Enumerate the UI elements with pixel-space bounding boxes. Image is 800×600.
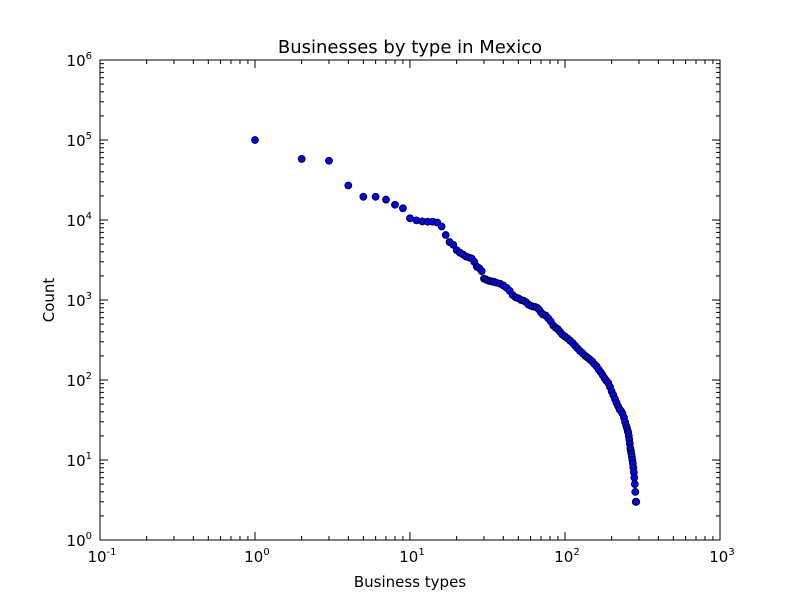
y-tick-label: 103: [67, 291, 92, 310]
data-point: [406, 214, 414, 223]
data-point: [449, 240, 458, 249]
x-tick-label: 103: [709, 547, 734, 566]
x-tick-base: 10: [244, 548, 263, 566]
x-tick-label: 101: [399, 547, 424, 566]
data-point: [251, 136, 259, 144]
plot-area-frame: [99, 59, 721, 541]
y-tick-base: 10: [67, 212, 86, 230]
y-tick-exponent: 2: [86, 371, 92, 382]
y-tick-base: 10: [67, 132, 86, 150]
data-point: [344, 181, 353, 190]
x-tick-exponent: -1: [107, 547, 117, 558]
x-tick-base: 10: [87, 548, 106, 566]
data-point: [477, 267, 486, 275]
y-tick-exponent: 1: [86, 451, 92, 462]
x-tick-label: 102: [554, 547, 579, 566]
data-point: [371, 192, 380, 201]
data-point: [631, 487, 640, 496]
x-tick-exponent: 1: [418, 547, 424, 558]
x-tick-label: 10-1: [87, 547, 116, 566]
x-tick-base: 10: [399, 548, 418, 566]
data-point: [399, 204, 407, 213]
y-tick-label: 102: [67, 371, 92, 390]
y-tick-exponent: 6: [86, 51, 92, 62]
y-tick-base: 10: [67, 52, 86, 70]
data-point: [382, 195, 390, 204]
chart-title: Businesses by type in Mexico: [278, 37, 542, 58]
x-tick-exponent: 0: [263, 547, 269, 558]
data-point: [630, 473, 639, 482]
y-tick-label: 106: [67, 51, 92, 70]
x-tick-base: 10: [554, 548, 573, 566]
y-tick-label: 100: [67, 531, 92, 550]
y-axis-label: Count: [40, 278, 58, 323]
data-point: [437, 222, 446, 231]
x-tick-label: 100: [244, 547, 269, 566]
data-point: [325, 156, 333, 165]
y-tick-exponent: 4: [86, 211, 92, 222]
y-tick-base: 10: [67, 372, 86, 390]
y-tick-label: 104: [67, 211, 92, 230]
data-point: [391, 200, 399, 209]
y-tick-exponent: 5: [86, 131, 92, 142]
y-tick-exponent: 3: [86, 291, 92, 302]
x-tick-exponent: 3: [728, 547, 734, 558]
y-tick-label: 101: [67, 451, 92, 470]
y-tick-exponent: 0: [86, 531, 92, 542]
x-axis-label: Business types: [354, 573, 466, 591]
data-point: [359, 192, 368, 201]
data-point: [632, 497, 641, 506]
data-points: [251, 136, 641, 506]
data-point: [441, 231, 450, 239]
data-point: [297, 155, 306, 163]
y-tick-base: 10: [67, 532, 86, 550]
x-tick-exponent: 2: [573, 547, 579, 558]
x-tick-base: 10: [709, 548, 728, 566]
y-tick-base: 10: [67, 452, 86, 470]
y-tick-base: 10: [67, 292, 86, 310]
y-tick-label: 105: [67, 131, 92, 150]
data-point: [630, 480, 639, 488]
